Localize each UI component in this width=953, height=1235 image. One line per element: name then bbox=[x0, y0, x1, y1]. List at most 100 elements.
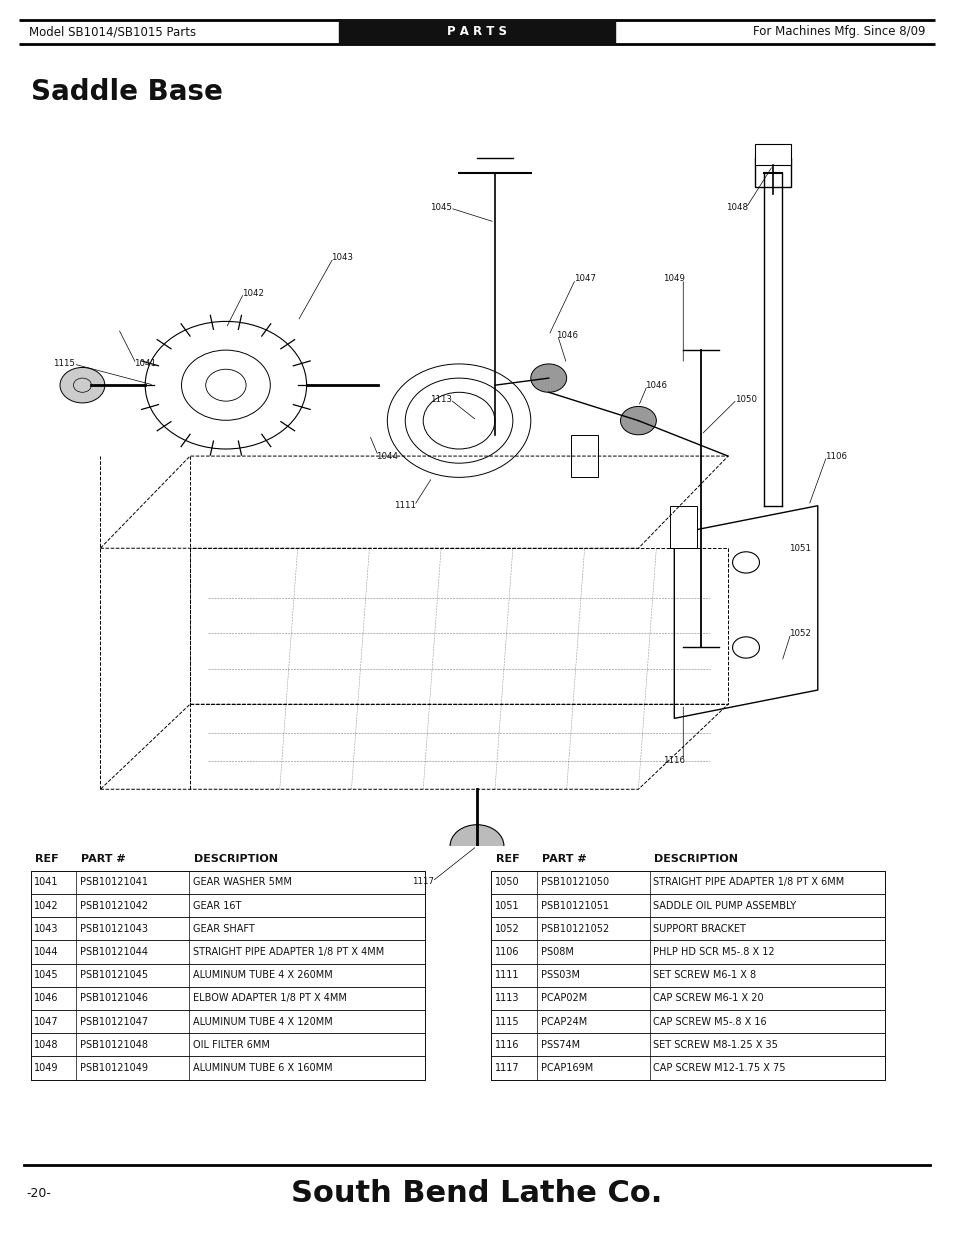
Text: PSB10121049: PSB10121049 bbox=[80, 1063, 148, 1073]
Text: 1047: 1047 bbox=[573, 274, 595, 283]
Text: 1049: 1049 bbox=[662, 274, 684, 283]
Bar bbox=[30, 871, 424, 1079]
Text: PSB10121052: PSB10121052 bbox=[540, 924, 609, 934]
Text: Saddle Base: Saddle Base bbox=[30, 78, 222, 106]
Bar bbox=[30, 918, 424, 940]
Text: PSB10121041: PSB10121041 bbox=[80, 877, 148, 887]
Text: 1113: 1113 bbox=[495, 993, 519, 1003]
Text: 1043: 1043 bbox=[34, 924, 59, 934]
Bar bbox=[30, 1010, 424, 1034]
Text: 1106: 1106 bbox=[495, 947, 519, 957]
Text: 1051: 1051 bbox=[788, 543, 810, 553]
Text: PSB10121042: PSB10121042 bbox=[80, 900, 148, 910]
Text: 1043: 1043 bbox=[331, 253, 354, 262]
Polygon shape bbox=[674, 505, 817, 719]
Text: SET SCREW M8-1.25 X 35: SET SCREW M8-1.25 X 35 bbox=[653, 1040, 778, 1050]
Bar bbox=[491, 894, 884, 918]
Text: PCAP169M: PCAP169M bbox=[540, 1063, 593, 1073]
Text: PSB10121045: PSB10121045 bbox=[80, 971, 148, 981]
Bar bbox=[491, 1056, 884, 1079]
Bar bbox=[491, 963, 884, 987]
Bar bbox=[571, 435, 598, 478]
Text: 1046: 1046 bbox=[555, 331, 578, 340]
Text: 1044: 1044 bbox=[34, 947, 59, 957]
Text: ALUMINUM TUBE 4 X 260MM: ALUMINUM TUBE 4 X 260MM bbox=[193, 971, 332, 981]
Bar bbox=[491, 940, 884, 963]
Text: 1042: 1042 bbox=[241, 289, 264, 298]
Bar bbox=[491, 871, 884, 1079]
Text: PSB10121046: PSB10121046 bbox=[80, 993, 148, 1003]
Bar bbox=[669, 505, 696, 548]
Text: 1041: 1041 bbox=[134, 359, 156, 368]
Text: For Machines Mfg. Since 8/09: For Machines Mfg. Since 8/09 bbox=[752, 25, 924, 38]
Text: Model SB1014/SB1015 Parts: Model SB1014/SB1015 Parts bbox=[29, 25, 195, 38]
Text: ALUMINUM TUBE 4 X 120MM: ALUMINUM TUBE 4 X 120MM bbox=[193, 1016, 332, 1026]
Text: P A R T S: P A R T S bbox=[447, 25, 506, 38]
Circle shape bbox=[530, 364, 566, 393]
Text: GEAR WASHER 5MM: GEAR WASHER 5MM bbox=[193, 877, 292, 887]
Text: SADDLE OIL PUMP ASSEMBLY: SADDLE OIL PUMP ASSEMBLY bbox=[653, 900, 796, 910]
Text: OIL FILTER 6MM: OIL FILTER 6MM bbox=[193, 1040, 270, 1050]
Bar bbox=[30, 963, 424, 987]
Bar bbox=[30, 1056, 424, 1079]
Text: SET SCREW M6-1 X 8: SET SCREW M6-1 X 8 bbox=[653, 971, 756, 981]
Text: ELBOW ADAPTER 1/8 PT X 4MM: ELBOW ADAPTER 1/8 PT X 4MM bbox=[193, 993, 346, 1003]
Text: 1111: 1111 bbox=[394, 501, 416, 510]
Text: 1042: 1042 bbox=[34, 900, 59, 910]
Text: PSB10121044: PSB10121044 bbox=[80, 947, 148, 957]
Bar bbox=[491, 871, 884, 894]
Text: 1046: 1046 bbox=[34, 993, 59, 1003]
Text: 1050: 1050 bbox=[734, 395, 757, 404]
Text: CAP SCREW M6-1 X 20: CAP SCREW M6-1 X 20 bbox=[653, 993, 763, 1003]
Text: 1106: 1106 bbox=[823, 452, 846, 461]
Text: 1051: 1051 bbox=[495, 900, 519, 910]
Text: PART #: PART # bbox=[81, 853, 126, 863]
Bar bbox=[754, 158, 790, 186]
Bar bbox=[754, 144, 790, 165]
Bar bbox=[30, 894, 424, 918]
Bar bbox=[491, 987, 884, 1010]
Bar bbox=[30, 871, 424, 894]
Text: SUPPORT BRACKET: SUPPORT BRACKET bbox=[653, 924, 745, 934]
Text: PHLP HD SCR M5-.8 X 12: PHLP HD SCR M5-.8 X 12 bbox=[653, 947, 774, 957]
Text: South Bend Lathe Co.: South Bend Lathe Co. bbox=[291, 1178, 662, 1208]
Text: PART #: PART # bbox=[541, 853, 586, 863]
Text: 1117: 1117 bbox=[412, 877, 434, 885]
Text: 1048: 1048 bbox=[34, 1040, 59, 1050]
Text: CAP SCREW M5-.8 X 16: CAP SCREW M5-.8 X 16 bbox=[653, 1016, 766, 1026]
Text: 1111: 1111 bbox=[495, 971, 519, 981]
Text: REF: REF bbox=[496, 853, 519, 863]
Bar bbox=[30, 1034, 424, 1056]
Text: GEAR 16T: GEAR 16T bbox=[193, 900, 241, 910]
Text: PCAP02M: PCAP02M bbox=[540, 993, 586, 1003]
Text: 1116: 1116 bbox=[662, 756, 684, 766]
Bar bbox=[338, 20, 615, 43]
Text: 1115: 1115 bbox=[495, 1016, 519, 1026]
Bar bbox=[491, 1010, 884, 1034]
Text: 1115: 1115 bbox=[53, 359, 75, 368]
Text: STRAIGHT PIPE ADAPTER 1/8 PT X 4MM: STRAIGHT PIPE ADAPTER 1/8 PT X 4MM bbox=[193, 947, 383, 957]
Text: -20-: -20- bbox=[27, 1187, 51, 1199]
Text: 1052: 1052 bbox=[495, 924, 519, 934]
Text: PCAP24M: PCAP24M bbox=[540, 1016, 586, 1026]
Text: 1045: 1045 bbox=[430, 204, 452, 212]
Text: 1046: 1046 bbox=[644, 380, 667, 390]
Text: PSB10121048: PSB10121048 bbox=[80, 1040, 148, 1050]
Text: 1041: 1041 bbox=[34, 877, 59, 887]
Bar bbox=[491, 1034, 884, 1056]
Text: STRAIGHT PIPE ADAPTER 1/8 PT X 6MM: STRAIGHT PIPE ADAPTER 1/8 PT X 6MM bbox=[653, 877, 843, 887]
Text: PSS03M: PSS03M bbox=[540, 971, 579, 981]
Text: 1049: 1049 bbox=[34, 1063, 59, 1073]
Text: PSB10121051: PSB10121051 bbox=[540, 900, 608, 910]
Circle shape bbox=[60, 368, 105, 403]
Text: 1117: 1117 bbox=[495, 1063, 519, 1073]
Text: PSB10121043: PSB10121043 bbox=[80, 924, 148, 934]
Text: 1116: 1116 bbox=[495, 1040, 519, 1050]
Text: DESCRIPTION: DESCRIPTION bbox=[193, 853, 277, 863]
Text: 1048: 1048 bbox=[725, 204, 747, 212]
Text: DESCRIPTION: DESCRIPTION bbox=[654, 853, 738, 863]
Bar bbox=[30, 940, 424, 963]
Bar bbox=[30, 987, 424, 1010]
Circle shape bbox=[450, 825, 503, 867]
Text: 1113: 1113 bbox=[430, 395, 452, 404]
